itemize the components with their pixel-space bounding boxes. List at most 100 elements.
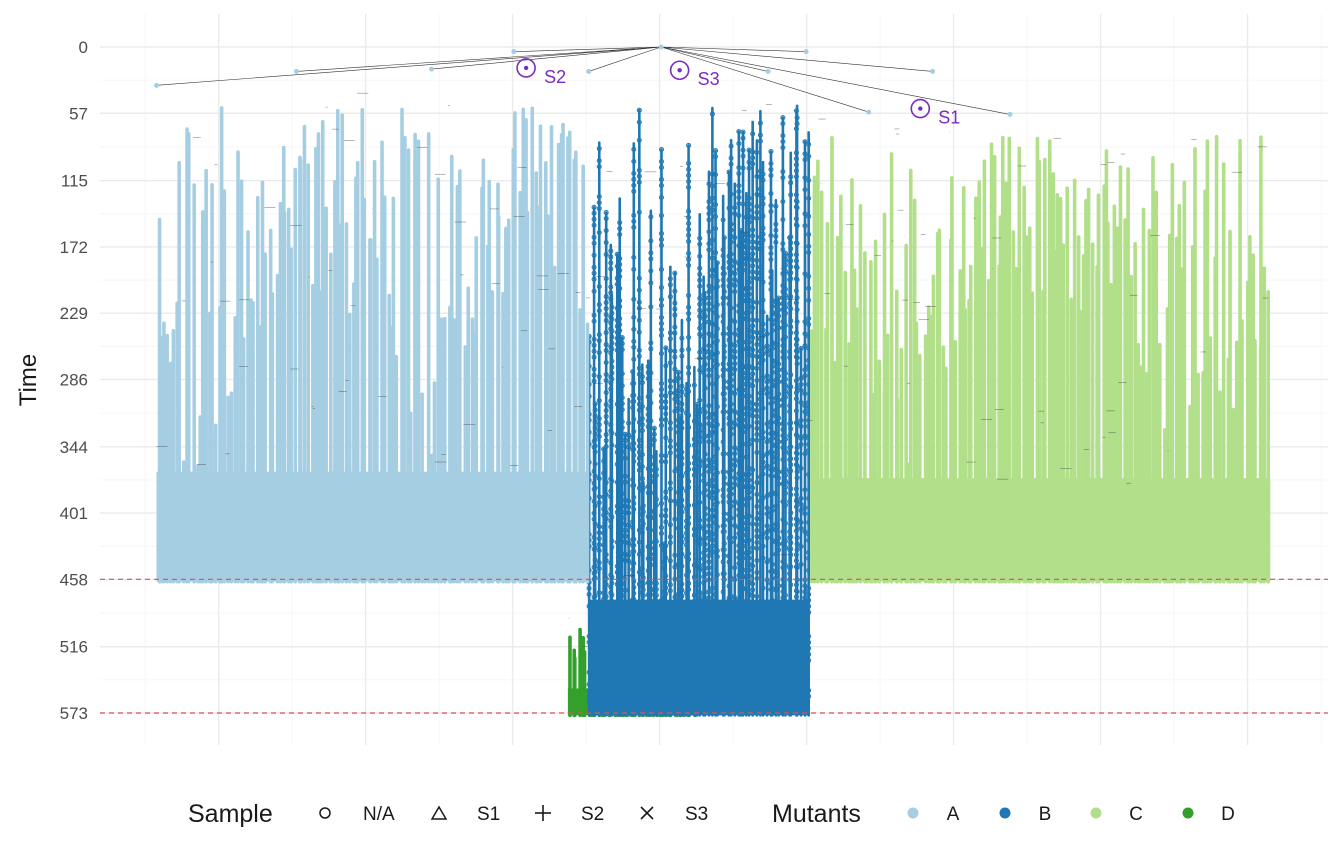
lineage-node	[592, 449, 598, 455]
lineage-node	[788, 516, 794, 522]
lineage-node	[686, 184, 692, 190]
lineage-node	[706, 493, 712, 499]
lineage-node	[609, 316, 615, 322]
lineage-node	[780, 115, 786, 121]
legend-swatch	[1090, 807, 1102, 819]
lineage-node	[776, 547, 782, 553]
lineage-node	[648, 280, 654, 286]
lineage-node	[721, 403, 727, 409]
lineage-node	[794, 223, 800, 229]
lineage-node	[697, 565, 703, 571]
lineage-node	[667, 450, 673, 456]
lineage-node	[732, 205, 738, 211]
lineage-node	[702, 505, 708, 511]
lineage-node	[750, 587, 756, 593]
lineage-node	[798, 387, 804, 393]
lineage-node	[782, 322, 788, 328]
lineage-node	[782, 256, 788, 262]
lineage-node	[686, 424, 692, 430]
lineage-node	[603, 252, 609, 258]
lineage-node	[757, 138, 763, 144]
lineage-node	[750, 227, 756, 233]
legend-mutant-item: C	[1090, 804, 1143, 825]
lineage-node	[596, 536, 602, 542]
lineage-node	[667, 534, 673, 540]
lineage-node	[794, 565, 800, 571]
lineage-node	[732, 319, 738, 325]
lineage-node	[788, 294, 794, 300]
lineage-node	[636, 179, 642, 185]
lineage-node	[667, 282, 673, 288]
lineage-node	[592, 437, 598, 443]
lineage-node	[746, 165, 752, 171]
lineage-node	[754, 365, 760, 371]
lineage-node	[794, 295, 800, 301]
lineage-node	[721, 511, 727, 517]
lineage-node	[764, 493, 770, 499]
lineage-node	[603, 216, 609, 222]
lineage-node	[764, 523, 770, 529]
lineage-node	[672, 378, 678, 384]
lineage-node	[802, 391, 808, 397]
lineage-node	[651, 431, 657, 437]
lineage-node	[760, 237, 766, 243]
lineage-node	[714, 500, 720, 506]
lineage-node	[782, 448, 788, 454]
lineage-node	[732, 475, 738, 481]
lineage-node	[619, 407, 625, 413]
lineage-node	[603, 414, 609, 420]
lineage-node	[798, 561, 804, 567]
lineage-node	[686, 568, 692, 574]
population-mass	[156, 471, 588, 582]
lineage-node	[720, 217, 726, 223]
lineage-node	[591, 348, 597, 354]
lineage-node	[697, 409, 703, 415]
lineage-node	[776, 313, 782, 319]
lineage-node	[667, 420, 673, 426]
lineage-node	[686, 142, 692, 148]
lineage-node	[780, 139, 786, 145]
lineage-node	[750, 251, 756, 257]
lineage-node	[754, 341, 760, 347]
lineage-node	[591, 240, 597, 246]
lineage-node	[798, 525, 804, 531]
lineage-node	[760, 279, 766, 285]
lineage-node	[732, 331, 738, 337]
lineage-node	[764, 373, 770, 379]
lineage-node	[802, 487, 808, 493]
lineage-node	[794, 433, 800, 439]
lineage-node	[706, 529, 712, 535]
lineage-node	[596, 422, 602, 428]
lineage-node	[626, 510, 632, 516]
lineage-node	[788, 468, 794, 474]
lineage-node	[721, 481, 727, 487]
lineage-node	[648, 442, 654, 448]
lineage-node	[672, 270, 678, 276]
lineage-node	[592, 521, 598, 527]
lineage-node	[686, 220, 692, 226]
lineage-node	[764, 535, 770, 541]
lineage-node	[617, 262, 623, 268]
tree-edge	[661, 46, 933, 72]
lineage-node	[788, 246, 794, 252]
lineage-node	[788, 444, 794, 450]
lineage-node	[714, 284, 720, 290]
lineage-node	[591, 270, 597, 276]
lineage-node	[736, 195, 742, 201]
lineage-node	[619, 383, 625, 389]
lineage-node	[721, 355, 727, 361]
lineage-node	[626, 444, 632, 450]
tree-edge	[588, 46, 662, 72]
lineage-node	[788, 192, 794, 198]
lineage-node	[746, 495, 752, 501]
lineage-node	[626, 540, 632, 546]
lineage-node	[754, 503, 760, 509]
lineage-node	[776, 361, 782, 367]
lineage-node	[591, 288, 597, 294]
lineage-node	[596, 374, 602, 380]
lineage-node	[631, 584, 637, 590]
lineage-node	[714, 326, 720, 332]
lineage-node	[603, 480, 609, 486]
tree-edge	[661, 46, 869, 113]
lineage-node	[658, 296, 664, 302]
